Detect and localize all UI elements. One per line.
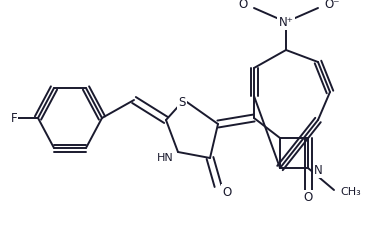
- Text: O: O: [303, 191, 313, 204]
- Text: F: F: [11, 111, 17, 125]
- Text: O: O: [239, 0, 248, 10]
- Text: O: O: [222, 185, 231, 198]
- Text: N⁺: N⁺: [279, 16, 293, 29]
- Text: CH₃: CH₃: [340, 187, 361, 197]
- Text: HN: HN: [157, 153, 174, 163]
- Text: O⁻: O⁻: [324, 0, 339, 10]
- Text: S: S: [178, 96, 186, 109]
- Text: N: N: [314, 164, 323, 177]
